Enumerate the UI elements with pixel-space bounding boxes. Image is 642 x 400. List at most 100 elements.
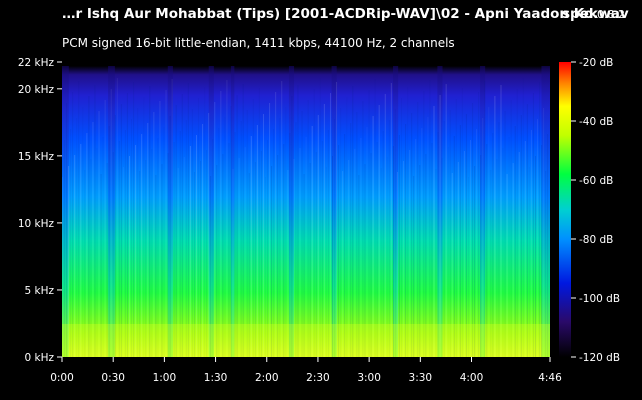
spectrogram-streak <box>224 117 226 357</box>
spectrogram-streak <box>421 128 423 357</box>
spectrogram-streak <box>260 151 262 357</box>
spectrogram-streak <box>488 107 490 357</box>
spectrogram-streak <box>545 171 547 357</box>
spectrogram-streak <box>319 78 321 357</box>
spectrogram-streak <box>409 150 411 357</box>
spectrogram-streak <box>265 177 266 357</box>
spectrogram-streak <box>281 81 283 357</box>
spectrogram-streak <box>104 100 106 357</box>
spectrogram-streak <box>216 165 218 357</box>
spectrogram-streak <box>100 174 102 357</box>
spectrogram-streak <box>262 114 264 357</box>
spectrogram-streak <box>271 166 273 357</box>
spectrogram-streak <box>246 110 248 357</box>
spectrogram-streak <box>370 153 372 357</box>
spectrogram-streak <box>204 87 206 357</box>
spectrogram-streak <box>250 136 252 357</box>
spectrogram-streak <box>189 146 191 357</box>
spectrogram-streak <box>287 170 289 357</box>
spectrogram-streak <box>177 168 179 357</box>
spectrogram-streak <box>131 119 133 357</box>
spectrogram-streak <box>352 86 354 357</box>
spectrogram-streak <box>445 84 447 357</box>
spectrogram-streak <box>465 114 467 357</box>
spectrogram-streak <box>327 130 329 357</box>
db-tick-label: -120 dB <box>579 352 620 364</box>
spectrogram-gap <box>331 66 337 357</box>
spectrogram-gap <box>62 66 69 357</box>
spectrogram-streak <box>96 148 98 357</box>
spectrogram-streak <box>392 146 394 357</box>
spectrogram-gap <box>437 66 443 357</box>
time-tick-label: 1:00 <box>153 372 177 384</box>
freq-tick-label: 15 kHz <box>18 151 55 163</box>
spectrogram-streak <box>230 106 232 357</box>
spectrogram-streak <box>425 154 427 357</box>
spectrogram-streak <box>248 173 250 357</box>
spectrogram-streak <box>405 124 407 357</box>
spectrogram-streak <box>167 153 169 357</box>
spectrogram-streak <box>254 162 256 357</box>
spectrogram-streak <box>380 168 382 357</box>
spectrogram-streak <box>198 98 200 357</box>
db-tick-label: -60 dB <box>579 175 613 187</box>
spectrogram-streak <box>534 156 536 357</box>
spectrogram-streak <box>376 142 378 357</box>
spectrogram-streak <box>153 112 155 357</box>
spectrogram-streak <box>267 140 269 357</box>
spectrogram-streak <box>98 111 100 357</box>
spectrogram-streak <box>522 78 524 357</box>
spectrogram-streak <box>358 175 360 357</box>
spectrogram-streak <box>283 144 285 357</box>
time-tick-label: 4:46 <box>538 372 562 384</box>
spectrogram-streak <box>94 85 96 357</box>
spectrogram-streak <box>145 160 147 357</box>
spectrogram-streak <box>514 126 516 357</box>
spectrogram-streak <box>64 140 66 357</box>
spectrogram-streak <box>299 148 301 357</box>
spectrogram-streak <box>277 155 279 357</box>
spectrogram-streak <box>340 108 342 357</box>
spectrogram-gap <box>167 66 173 357</box>
spectrogram-streak <box>173 142 175 357</box>
spectrogram-streak <box>240 121 242 357</box>
spectrogram-streak <box>289 133 291 357</box>
spectrogram-streak <box>386 157 388 357</box>
spectrogram-streak <box>291 96 293 357</box>
spectrogram-streak <box>526 104 528 357</box>
spectrogram-gap <box>480 66 486 357</box>
spectrogram-gap <box>541 66 550 357</box>
spectrogram-streak <box>413 176 415 357</box>
spectrogram-streak <box>84 170 86 357</box>
spectrogram-streak <box>135 145 137 357</box>
spectrogram-streak <box>183 157 185 357</box>
spectrogram-streak <box>143 97 145 357</box>
time-tick-label: 2:00 <box>255 372 279 384</box>
spectrogram-streak <box>423 91 425 357</box>
spectrogram-streak <box>313 89 315 357</box>
spectrogram-streak <box>273 129 275 357</box>
time-tick-label: 1:30 <box>204 372 228 384</box>
spectrogram-streak <box>478 92 480 357</box>
spectrogram-streak <box>476 129 478 357</box>
spectrogram-streak <box>124 130 126 357</box>
spectrogram-streak <box>76 118 78 357</box>
spectrogram-streak <box>193 172 195 357</box>
spectrogram-streak <box>419 165 421 357</box>
spectrogram-streak <box>494 96 496 357</box>
spectrogram-streak <box>435 169 437 357</box>
spectrogram-streak <box>457 162 459 357</box>
spectrogram-streak <box>396 172 398 357</box>
time-tick-label: 0:30 <box>101 372 125 384</box>
spectrogram-bass-band <box>62 324 550 357</box>
spectrogram-streak <box>443 121 445 357</box>
spectrogram-streak <box>543 108 545 357</box>
spectrogram-streak <box>141 134 143 357</box>
freq-tick-label: 0 kHz <box>24 352 54 364</box>
spectrogram-streak <box>374 79 376 357</box>
spectrogram-streak <box>191 109 193 357</box>
spectrogram-streak <box>234 132 236 357</box>
app-version: 0.8.2 <box>597 8 625 21</box>
spectrogram-streak <box>537 119 539 357</box>
